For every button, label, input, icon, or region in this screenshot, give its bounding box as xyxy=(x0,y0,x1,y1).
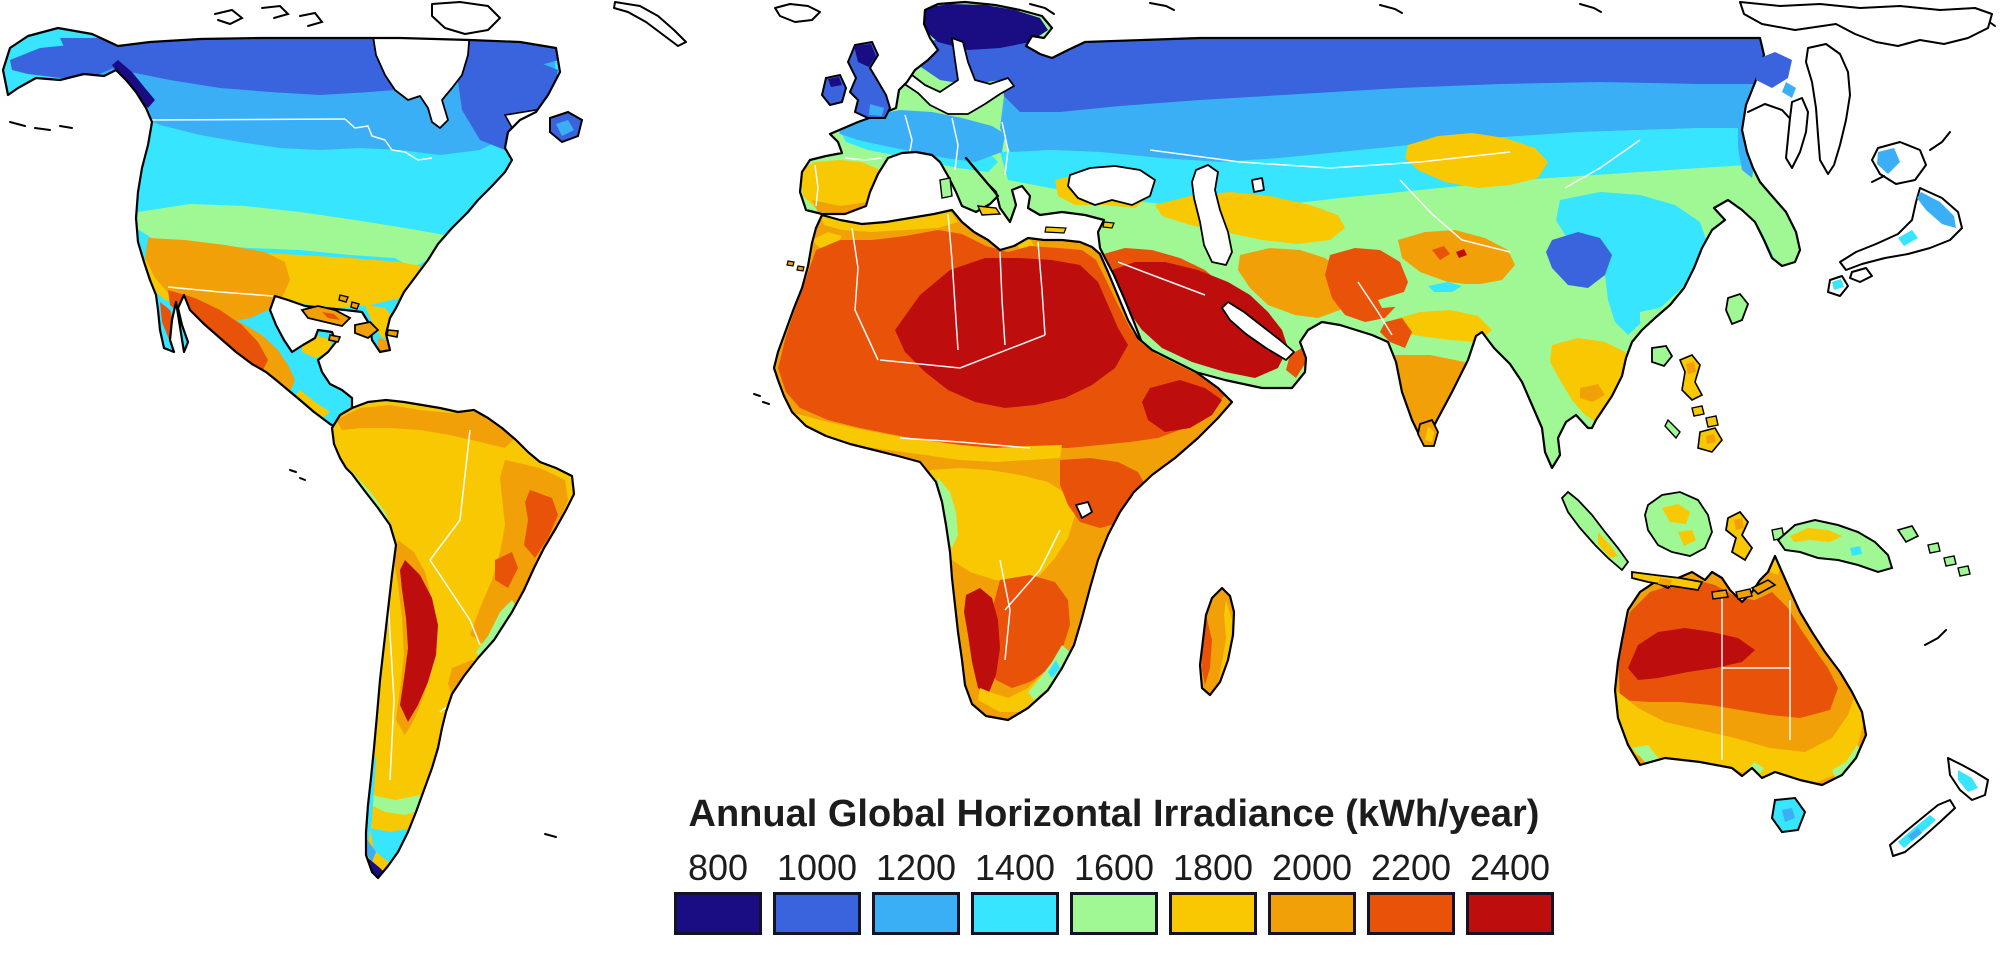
small-ocean-islands xyxy=(9,121,1115,838)
british-isles xyxy=(820,40,892,119)
legend-tick-2200: 2200 xyxy=(1370,846,1452,888)
legend-title: Annual Global Horizontal Irradiance (kWh… xyxy=(688,793,1540,835)
legend-tick-1600: 1600 xyxy=(1073,846,1155,888)
legend-swatch-1800 xyxy=(1169,891,1257,935)
legend-swatch-1400 xyxy=(971,891,1059,935)
legend-swatch-1000 xyxy=(773,891,861,935)
eurasia-landmass xyxy=(798,0,1802,470)
legend-tick-1800: 1800 xyxy=(1172,846,1254,888)
legend-tick-2000: 2000 xyxy=(1271,846,1353,888)
greenland xyxy=(613,1,687,47)
legend-tick-1000: 1000 xyxy=(776,846,858,888)
legend-swatch-row xyxy=(640,891,1588,935)
arctic-island-fragments xyxy=(214,1,1996,35)
legend-swatch-800 xyxy=(674,891,762,935)
legend-tick-1200: 1200 xyxy=(875,846,957,888)
sri-lanka xyxy=(1417,418,1439,447)
south-america-landmass xyxy=(330,398,576,880)
new-guinea xyxy=(1776,518,1971,577)
legend-swatch-2200 xyxy=(1367,891,1455,935)
northeast-asia-white-region xyxy=(1739,1,1993,175)
legend-swatch-2000 xyxy=(1268,891,1356,935)
taiwan-hainan xyxy=(1651,292,1750,368)
legend-swatch-1200 xyxy=(872,891,960,935)
legend-tick-1400: 1400 xyxy=(974,846,1056,888)
legend-swatch-1600 xyxy=(1070,891,1158,935)
australia-landmass xyxy=(1613,554,1868,787)
newfoundland xyxy=(549,110,584,144)
legend-tick-row: 800 1000 1200 1400 1600 1800 2000 2200 2… xyxy=(640,847,1588,889)
legend: Annual Global Horizontal Irradiance (kWh… xyxy=(640,792,1588,935)
iceland xyxy=(774,3,821,23)
legend-swatch-2400 xyxy=(1466,891,1554,935)
new-zealand xyxy=(1889,629,1989,857)
indonesia xyxy=(1560,490,1785,600)
tasmania xyxy=(1770,796,1807,834)
caribbean-islands xyxy=(300,294,399,343)
africa-landmass xyxy=(772,208,1234,722)
madagascar-island xyxy=(1198,586,1236,697)
korea-japan xyxy=(1827,131,1963,297)
legend-tick-800: 800 xyxy=(687,846,749,888)
philippines xyxy=(1664,354,1723,453)
north-america-landmass xyxy=(1,26,562,440)
legend-tick-2400: 2400 xyxy=(1469,846,1551,888)
